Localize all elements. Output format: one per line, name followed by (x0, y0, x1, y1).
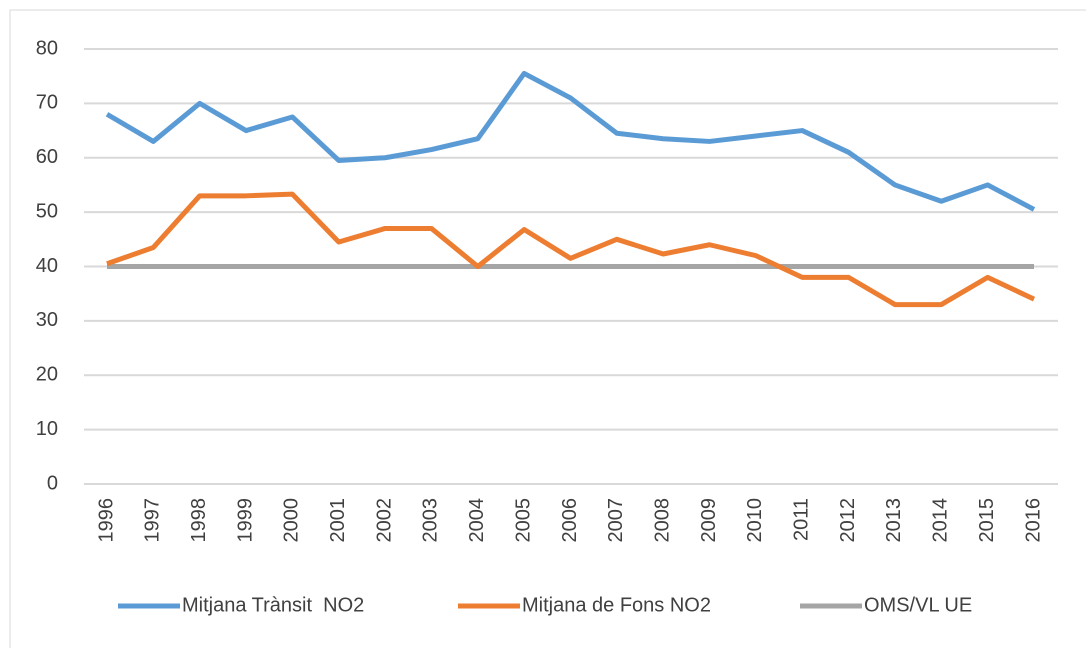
x-tick-label: 2012 (837, 498, 859, 543)
chart-frame (9, 9, 1086, 653)
x-tick-label: 2011 (791, 498, 813, 541)
x-tick-label: 1999 (234, 498, 256, 543)
y-tick-label: 50 (36, 200, 58, 222)
y-tick-label: 30 (36, 309, 58, 331)
x-tick-label: 2005 (512, 498, 534, 543)
y-tick-label: 10 (36, 418, 58, 440)
x-tick-label: 2002 (373, 498, 395, 543)
x-tick-label: 2001 (327, 498, 349, 543)
x-tick-label: 2014 (930, 498, 952, 543)
x-tick-label: 2006 (559, 498, 581, 543)
x-tick-label: 2007 (605, 498, 627, 543)
series-line (105, 70, 1036, 212)
series-line (106, 191, 1036, 308)
x-tick-label: 2015 (976, 498, 998, 543)
legend-label: OMS/VL UE (864, 594, 972, 616)
x-tick-label: 2000 (281, 498, 303, 543)
x-tick-label: 2003 (420, 498, 442, 543)
y-tick-label: 20 (36, 364, 58, 386)
x-tick-label: 2016 (1022, 498, 1044, 543)
x-tick-label: 2008 (651, 498, 673, 543)
x-tick-label: 2013 (883, 498, 905, 543)
x-tick-label: 1996 (95, 498, 117, 543)
y-tick-label: 60 (36, 146, 58, 168)
legend-label: Mitjana Trànsit NO2 (182, 594, 364, 616)
x-tick-label: 2010 (744, 498, 766, 543)
y-tick-label: 0 (47, 472, 58, 494)
x-tick-label: 2009 (698, 498, 720, 543)
x-tick-label: 1997 (142, 498, 164, 543)
x-tick-label: 1998 (188, 498, 210, 543)
legend-label: Mitjana de Fons NO2 (522, 594, 711, 616)
y-tick-label: 70 (36, 92, 58, 114)
y-tick-label: 80 (36, 37, 58, 59)
x-tick-label: 2004 (466, 498, 488, 543)
y-tick-label: 40 (36, 255, 58, 277)
